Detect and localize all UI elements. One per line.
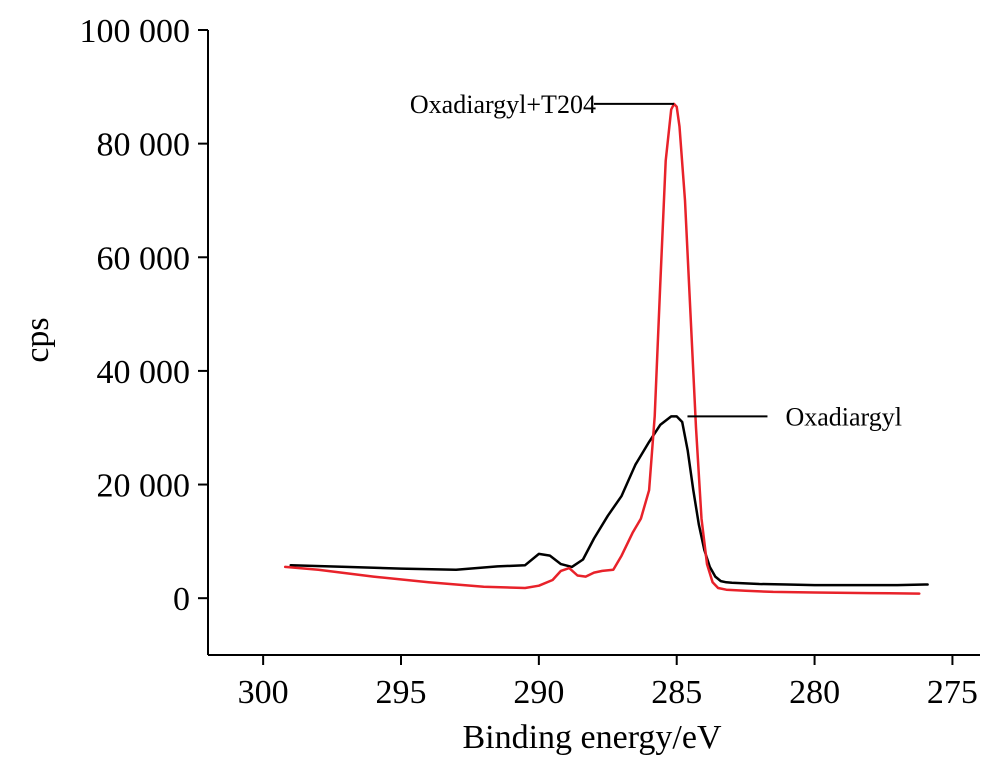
x-tick-label: 280 [789, 674, 840, 711]
series-line-oxadiargyl-t204 [283, 102, 921, 595]
y-tick-label: 60 000 [97, 240, 191, 277]
axes [207, 30, 980, 656]
y-tick-label: 80 000 [97, 127, 191, 164]
annotation-label: Oxadiargyl+T204 [410, 90, 596, 119]
y-tick-label: 40 000 [97, 354, 191, 391]
series-layer [283, 102, 929, 595]
x-tick-label: 290 [513, 674, 564, 711]
x-tick-label: 285 [651, 674, 702, 711]
y-tick-label: 100 000 [80, 13, 191, 50]
x-axis-title: Binding energy/eV [462, 719, 721, 756]
x-tick-label: 275 [927, 674, 978, 711]
x-axis-ticks: 300 295 290 285 280 275 [238, 655, 978, 711]
annotation-label: Oxadiargyl [785, 402, 902, 431]
y-axis-ticks: 0 20 000 40 000 60 000 80 000 100 000 [80, 13, 208, 618]
x-tick-label: 300 [238, 674, 289, 711]
y-tick-label: 0 [173, 581, 190, 618]
y-tick-label: 20 000 [97, 468, 191, 505]
series-line-oxadiargyl [289, 415, 929, 587]
x-tick-label: 295 [376, 674, 427, 711]
y-axis-title: cps [19, 317, 56, 362]
annotation-layer: Oxadiargyl+T204 Oxadiargyl [410, 90, 902, 432]
